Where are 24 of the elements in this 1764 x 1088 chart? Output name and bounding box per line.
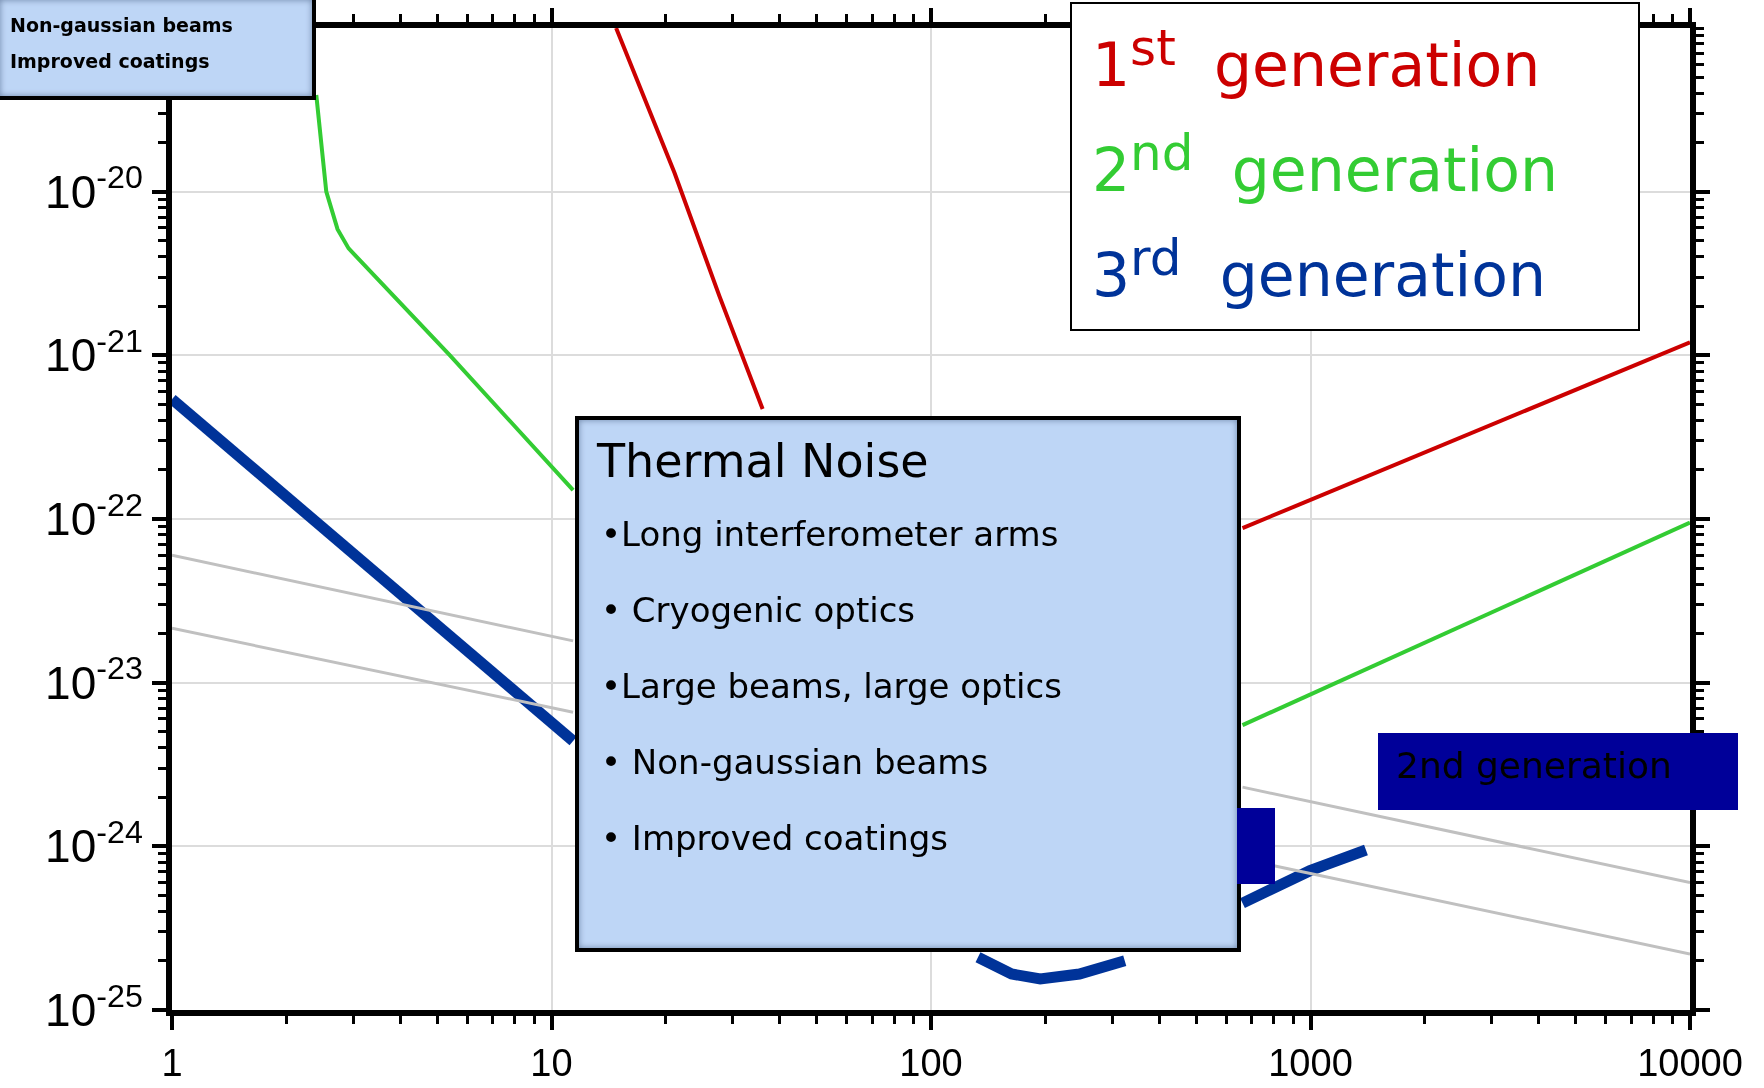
x-tick-label: 10 bbox=[530, 1041, 573, 1084]
text: 2$^{nd}$ generation bbox=[1091, 123, 1558, 207]
annotation: •Long interferometer arms bbox=[600, 514, 1060, 554]
y-tick-label: 10$^{-23}$ bbox=[45, 650, 143, 709]
x-tick-label: 1 bbox=[161, 1041, 183, 1084]
y-tick-label: 10$^{-22}$ bbox=[45, 486, 143, 546]
y-tick-label: 10$^{-21}$ bbox=[45, 323, 143, 382]
annotation: • Non-gaussian beams bbox=[600, 742, 990, 782]
text: 3$^{rd}$ generation bbox=[1091, 228, 1547, 312]
annotation: •Large beams, large optics bbox=[600, 666, 1063, 706]
text: 1$^{st}$ generation bbox=[1091, 18, 1542, 102]
y-tick-label: 10$^{-24}$ bbox=[45, 814, 143, 873]
x-tick-label: 10000 bbox=[1637, 1041, 1743, 1084]
annotation: Improved coatings bbox=[10, 50, 211, 72]
annotation: Non-gaussian beams bbox=[10, 14, 234, 36]
y-tick-label: 10$^{-20}$ bbox=[45, 159, 143, 218]
text-box: Non-gaussian beams Improved coatings bbox=[0, 0, 316, 100]
annotation: Thermal Noise bbox=[597, 434, 930, 488]
annotation: • Cryogenic optics bbox=[600, 590, 917, 630]
y-tick-label: 10$^{-25}$ bbox=[45, 977, 143, 1037]
annotation: • Improved coatings bbox=[600, 818, 949, 858]
x-tick-label: 100 bbox=[899, 1041, 963, 1084]
x-tick-label: 1000 bbox=[1268, 1041, 1353, 1084]
annotation: 2nd generation bbox=[1378, 733, 1738, 810]
